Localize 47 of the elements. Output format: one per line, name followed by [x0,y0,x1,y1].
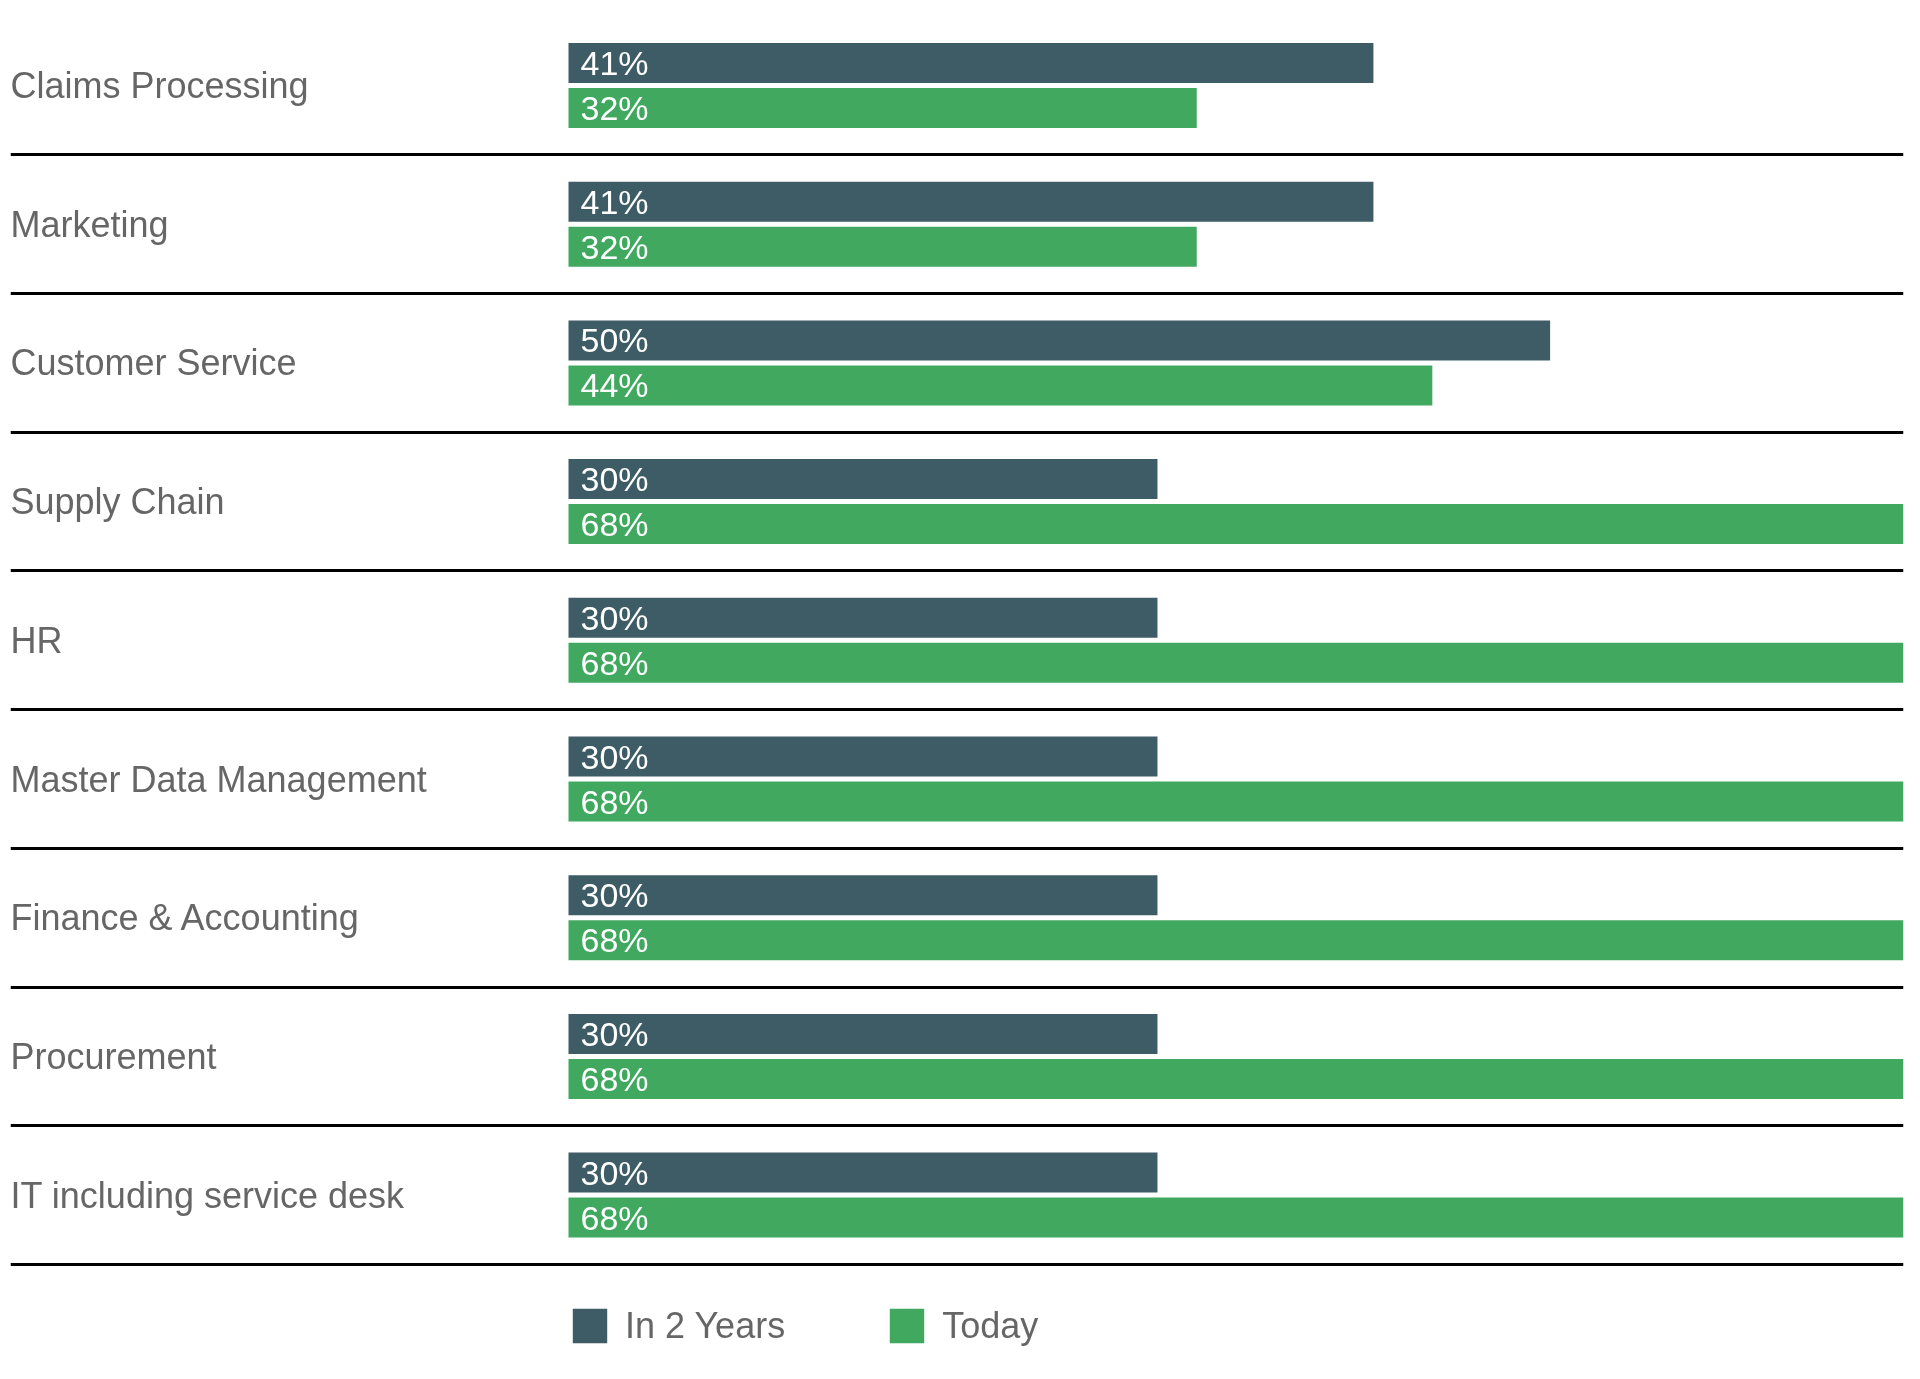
y-tick-label: Supply Chain [10,481,225,523]
y-tick-label: Customer Service [10,342,297,384]
data-label: 41% [580,44,649,82]
bar [568,88,1197,128]
legend-label: In 2 Years [625,1304,786,1347]
y-tick-label: Claims Processing [10,65,309,106]
legend-label: Today [942,1304,1039,1347]
data-label: 30% [580,876,649,915]
data-label: 30% [580,1153,649,1192]
bar [568,642,1904,683]
data-label: 30% [580,460,649,499]
bar [568,1152,1158,1193]
bar [568,320,1551,361]
bar [568,1013,1158,1054]
bar [568,181,1374,222]
y-tick-label: Finance & Accounting [10,897,359,939]
data-label: 68% [580,643,649,682]
data-label: 44% [580,366,649,405]
data-label: 68% [580,1059,649,1098]
bar [568,736,1158,777]
bar [568,875,1158,916]
bar [568,920,1904,961]
data-label: 32% [580,89,649,127]
bar [568,43,1374,83]
data-label: 68% [580,1198,649,1237]
data-label: 50% [580,321,649,360]
bar [568,597,1158,638]
bar [568,226,1197,267]
data-label: 41% [580,182,649,221]
bar [568,1197,1904,1238]
data-label: 68% [580,782,649,821]
data-label: 68% [580,921,649,960]
y-tick-label: Procurement [10,1035,217,1077]
y-tick-label: Marketing [10,203,169,245]
y-tick-label: Master Data Management [10,758,427,800]
data-label: 68% [580,505,649,544]
data-label: 32% [580,227,649,266]
bar [568,459,1158,500]
bar [568,365,1433,406]
bar [568,781,1904,822]
data-label: 30% [580,737,649,776]
bar [568,1058,1904,1099]
data-label: 30% [580,598,649,637]
y-tick-label: HR [10,619,63,661]
bar [568,504,1904,545]
y-tick-label: IT including service desk [10,1174,406,1216]
data-label: 30% [580,1014,649,1053]
